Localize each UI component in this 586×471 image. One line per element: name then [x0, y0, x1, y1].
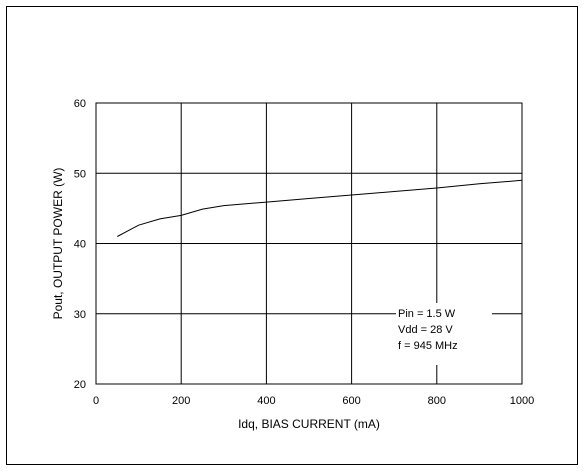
y-axis-label: Pout, OUTPUT POWER (W)	[51, 168, 65, 320]
plot-area	[95, 102, 523, 385]
x-tick-label: 600	[342, 395, 360, 407]
grid	[96, 103, 522, 384]
annotation-block: Pin = 1.5 W Vdd = 28 V f = 945 MHz	[398, 308, 458, 352]
y-tick-label: 50	[74, 168, 86, 180]
x-tick-label: 400	[257, 395, 275, 407]
series-layer	[117, 179, 523, 237]
y-tick-label: 20	[74, 379, 86, 391]
x-tick-label: 200	[172, 395, 190, 407]
y-tick-label: 30	[74, 309, 86, 321]
annotation-line: Vdd = 28 V	[398, 324, 453, 336]
y-tick-label: 40	[74, 239, 86, 251]
annotation-line: Pin = 1.5 W	[398, 308, 456, 320]
chart-frame	[6, 6, 578, 465]
annotation-background	[396, 303, 492, 365]
x-axis-label: Idq, BIAS CURRENT (mA)	[238, 417, 380, 431]
series-line-0	[117, 179, 523, 237]
x-tick-label: 800	[428, 395, 446, 407]
x-tick-label: 1000	[510, 395, 534, 407]
y-tick-label: 60	[74, 98, 86, 110]
y-axis-ticks: 20 30 40 50 60	[74, 98, 86, 391]
x-tick-label: 0	[93, 395, 99, 407]
annotation-line: f = 945 MHz	[398, 340, 458, 352]
x-axis-ticks: 0 200 400 600 800 1000	[93, 395, 534, 407]
